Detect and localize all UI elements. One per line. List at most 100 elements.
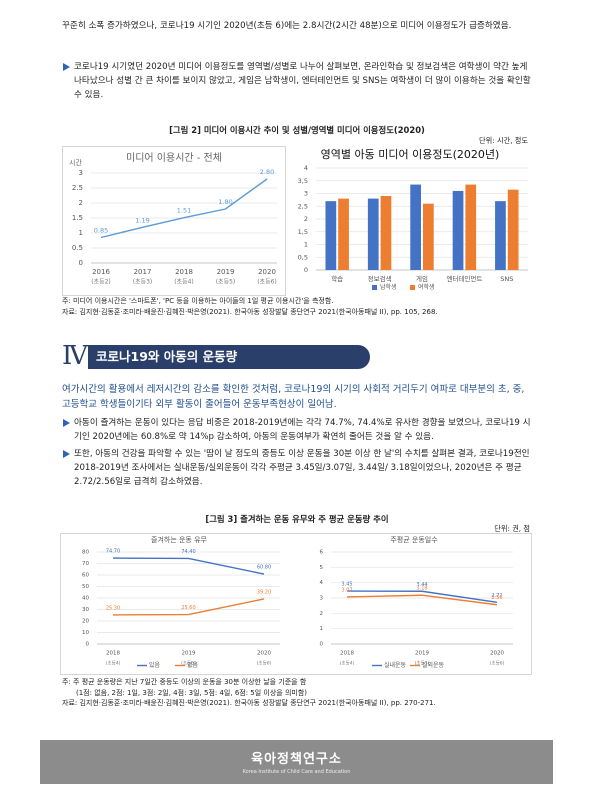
bullet-text: 또한, 아동의 건강을 파악할 수 있는 '땀이 날 정도의 중등도 이상 운동… [74, 449, 530, 487]
paragraph: 꾸준히 소폭 증가하였으나, 코로나19 시기인 2020년(초등 6)에는 2… [62, 21, 512, 31]
data-label: 1.80 [218, 198, 232, 206]
y-tick-label: 20 [82, 619, 89, 625]
legend-swatch [372, 285, 377, 290]
x-tick-label: 2019 [182, 651, 196, 657]
y-tick-label: 1 [79, 229, 83, 237]
chart-title: 영역별 아동 미디어 이용정도(2020년) [321, 148, 500, 161]
bullet-list: 코로나19 시기였던 2020년 미디어 이용정도를 영역별/성별로 나누어 살… [62, 60, 532, 105]
chart: 즐겨하는 운동 유무 0 10 20 30 40 50 60 70 80 2018 (초등4) 2019… [82, 535, 280, 669]
data-label: 74.40 [181, 549, 195, 555]
y-tick-label: 2 [320, 611, 324, 617]
chart: 영역별 아동 미디어 이용정도(2020년) 0 0,5 1 1,5 2 2,5 3 3,5 4 학… [298, 148, 528, 291]
chart: 주평균 운동일수 0 1 2 3 4 5 6 2018 (초등4) 2019 (초등5) 2020 (초등… [320, 535, 513, 669]
line [346, 594, 498, 606]
line [112, 598, 265, 616]
y-tick-label: 0 [320, 642, 324, 648]
footer-logo: 육아정책연구소 [251, 752, 342, 767]
bullet-text: 아동이 즐겨하는 운동이 있다는 응답 비중은 2018-2019년에는 각각 … [74, 418, 531, 442]
data-label: 3.44 [416, 582, 427, 588]
data-label: 74.70 [106, 549, 120, 555]
x-tick-label: 2020 [490, 651, 504, 657]
x-tick-label: 2018 [175, 268, 193, 276]
line [346, 590, 498, 603]
x-tick-label: 2020 [257, 651, 271, 657]
bullet-list: 아동이 즐겨하는 운동이 있다는 응답 비중은 2018-2019년에는 각각 … [62, 416, 534, 492]
x-tick-sublabel: (초등5) [216, 279, 236, 286]
section-bar: 코로나19와 아동의 운동량 [88, 345, 370, 369]
bar [495, 201, 506, 270]
x-tick-label: 엔터테인먼트 [446, 274, 482, 283]
bullet: 아동이 즐겨하는 운동이 있다는 응답 비중은 2018-2019년에는 각각 … [62, 416, 534, 444]
data-label: 0.85 [94, 227, 108, 235]
bullet-marker [63, 63, 70, 71]
y-tick-label: 0.5 [72, 244, 83, 252]
x-tick-label: 정보검색 [368, 274, 392, 283]
x-tick-sublabel: (초등5) [181, 661, 196, 667]
x-tick-sublabel: (초등4) [174, 279, 194, 286]
y-tick-label: 10 [82, 630, 89, 636]
y-tick-label: 3 [304, 190, 308, 198]
x-tick-label: 게임 [416, 274, 428, 283]
data-label: 2.56 [491, 595, 502, 601]
footer-logo-en: Korea Institute of Child Care and Educat… [242, 769, 351, 775]
x-tick-label: 2019 [217, 268, 235, 276]
y-tick-label: 0 [79, 259, 83, 267]
bar [465, 184, 477, 270]
y-tick-label: 80 [82, 550, 89, 556]
y-axis-label: 시간 [69, 158, 82, 167]
note: 자료: 김지현·김동훈·조미라·배윤진·김혜진·박은영(2021). 한국아동 … [62, 307, 438, 316]
legend-label: 실내운동 [384, 661, 407, 669]
x-tick-sublabel: (초등4) [106, 661, 121, 667]
y-tick-label: 1,5 [298, 228, 308, 236]
data-label: 25.60 [181, 605, 195, 611]
section-number: Ⅳ [62, 341, 88, 371]
data-label: 2.80 [260, 168, 274, 176]
unit-label: 단위: 시간, 정도 [479, 136, 528, 145]
x-tick-label: 2018 [340, 651, 354, 657]
y-tick-label: 2.5 [72, 184, 83, 192]
bullet-text: 코로나19 시기였던 2020년 미디어 이용정도를 영역별/성별로 나누어 살… [74, 62, 531, 100]
data-label: 1.51 [177, 207, 191, 215]
y-tick-label: 70 [82, 561, 89, 567]
chart-panel: 즐겨하는 운동 유무 0 10 20 30 40 50 60 70 80 2018 (초등4) 2019… [60, 533, 532, 675]
line [100, 178, 268, 239]
y-tick-label: 60 [82, 573, 89, 579]
data-label: 60.80 [257, 565, 271, 571]
x-tick-label: 학습 [331, 274, 343, 283]
x-tick-sublabel: (초등6) [257, 279, 277, 286]
legend-swatch [410, 285, 415, 290]
x-tick-sublabel: (초등5) [415, 661, 430, 667]
y-tick-label: 1.5 [72, 214, 83, 222]
data-label: 39.20 [257, 589, 271, 595]
data-label: 25.30 [106, 605, 120, 611]
figure-caption: [그림 2] 미디어 이용시간 추이 및 성별/영역별 미디어 이용정도(202… [169, 125, 425, 135]
chart-title: 미디어 이용시간 - 전체 [126, 152, 222, 164]
bar [507, 189, 519, 270]
notes: 주: 주 평균 운동량은 지난 7일간 중등도 이상의 운동을 30분 이상한 … [62, 677, 542, 709]
y-tick-label: 0 [304, 266, 308, 274]
bar [380, 196, 392, 270]
bar [410, 184, 421, 270]
legend-label: 여학생 [418, 283, 435, 291]
legend-label: 없음 [187, 661, 199, 669]
legend-label: 있음 [149, 661, 161, 669]
data-label: 1.19 [135, 216, 149, 224]
lead-paragraph: 여가시간의 활용에서 레저시간의 감소를 확인한 것처럼, 코로나19의 시기의… [62, 384, 525, 410]
x-tick-label: 2019 [415, 651, 429, 657]
y-tick-label: 2 [79, 199, 83, 207]
y-tick-label: 6 [320, 550, 324, 556]
footer: 육아정책연구소 Korea Institute of Child Care an… [40, 740, 553, 784]
chart-title: 즐겨하는 운동 유무 [151, 535, 208, 544]
line [112, 557, 265, 575]
y-tick-label: 3 [320, 596, 324, 602]
y-tick-label: 30 [82, 607, 89, 613]
chart-title: 주평균 운동일수 [390, 535, 438, 544]
x-tick-sublabel: (초등3) [133, 279, 153, 286]
bar [338, 198, 349, 270]
bullet: 코로나19 시기였던 2020년 미디어 이용정도를 영역별/성별로 나누어 살… [62, 60, 532, 102]
y-tick-label: 50 [82, 584, 89, 590]
x-tick-label: 2016 [92, 268, 110, 276]
y-tick-label: 0 [86, 642, 90, 648]
